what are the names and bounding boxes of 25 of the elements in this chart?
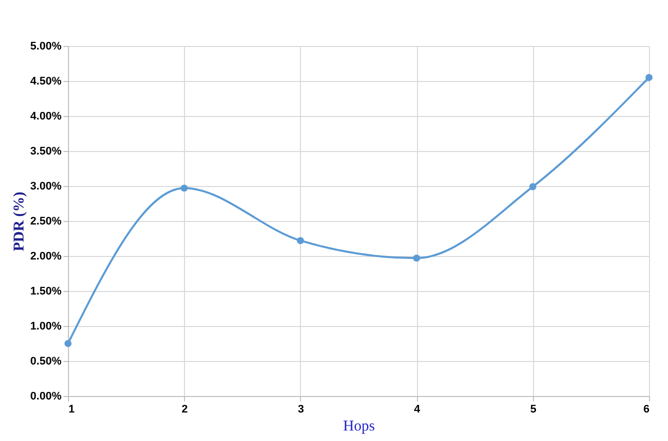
x-tick-label: 2 [182,404,188,416]
y-axis-title: PDR (%) [11,192,28,252]
y-tick-label: 3.00% [30,180,62,192]
y-tick-label: 1.00% [30,320,62,332]
x-tick-label: 6 [643,404,650,416]
x-tick-label: 3 [298,404,304,416]
y-tick-label: 0.50% [30,356,62,368]
y-tick-label: 1.50% [30,286,62,298]
y-tick-label: 0.00% [30,390,62,402]
x-tick-label: 4 [414,404,422,416]
point [529,183,536,190]
y-tick-label: 2.00% [30,250,62,262]
x-tick-label: 1 [68,404,75,416]
point [296,237,304,244]
y-tick-label: 4.50% [30,76,62,88]
point [180,184,188,192]
point [64,340,72,348]
x-axis-title: Hops [343,418,375,434]
point [413,254,420,262]
x-tick-label: 5 [530,404,536,416]
point [645,74,653,82]
y-tick-label: 2.50% [30,216,62,228]
y-tick-label: 4.00% [30,110,62,122]
y-tick-label: 3.50% [30,146,62,158]
y-tick-label: 5.00% [30,40,62,52]
